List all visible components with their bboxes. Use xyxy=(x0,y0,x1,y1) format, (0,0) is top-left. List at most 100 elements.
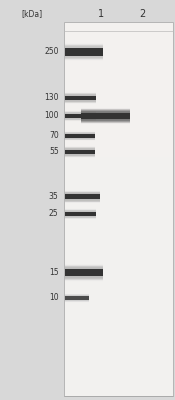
Bar xyxy=(65,44,103,60)
Bar xyxy=(65,134,94,138)
Bar xyxy=(65,208,96,220)
Text: 2: 2 xyxy=(139,9,146,19)
Bar xyxy=(65,111,96,121)
Bar xyxy=(65,193,100,200)
Bar xyxy=(65,267,103,279)
Bar xyxy=(65,45,103,59)
Text: 55: 55 xyxy=(49,148,59,156)
Bar xyxy=(65,212,96,216)
Bar xyxy=(65,46,103,58)
Bar xyxy=(65,296,89,300)
Bar xyxy=(65,212,96,216)
Bar xyxy=(65,134,94,138)
Bar xyxy=(65,269,103,276)
Bar xyxy=(65,194,100,199)
Bar xyxy=(65,146,94,158)
Bar xyxy=(65,294,89,302)
Bar xyxy=(65,147,94,157)
Bar xyxy=(65,148,94,156)
Bar xyxy=(65,94,96,102)
Bar xyxy=(65,150,94,154)
Text: 10: 10 xyxy=(49,294,59,302)
Bar xyxy=(65,194,100,200)
Text: 35: 35 xyxy=(49,192,59,201)
Bar xyxy=(80,112,130,120)
Bar xyxy=(65,296,89,300)
Bar xyxy=(80,110,130,122)
Bar xyxy=(65,149,94,155)
Text: 130: 130 xyxy=(44,94,59,102)
Bar xyxy=(65,95,96,101)
Bar xyxy=(65,269,103,276)
Text: [kDa]: [kDa] xyxy=(21,10,42,18)
Bar xyxy=(65,147,94,157)
Bar xyxy=(65,149,94,155)
Bar xyxy=(65,132,94,140)
Bar xyxy=(65,93,96,103)
Bar xyxy=(65,209,96,219)
Bar xyxy=(65,134,94,138)
Bar xyxy=(65,211,96,217)
Bar xyxy=(65,43,103,61)
Bar xyxy=(80,109,130,123)
Bar xyxy=(65,268,103,277)
Bar xyxy=(65,268,103,278)
Bar xyxy=(65,148,94,156)
Bar xyxy=(65,147,94,157)
Bar xyxy=(65,114,96,118)
Bar xyxy=(65,48,103,56)
Bar xyxy=(65,193,100,201)
Bar xyxy=(65,133,94,139)
Bar xyxy=(65,296,89,300)
Bar xyxy=(65,112,96,120)
Bar xyxy=(65,264,103,281)
Bar xyxy=(80,112,130,120)
Bar xyxy=(65,44,103,60)
Bar xyxy=(65,94,96,102)
Text: 25: 25 xyxy=(49,210,59,218)
Bar xyxy=(65,191,100,203)
Bar xyxy=(65,112,96,121)
Text: 1: 1 xyxy=(97,9,104,19)
Bar xyxy=(80,110,130,122)
Bar xyxy=(65,212,96,216)
Bar xyxy=(65,194,100,200)
Bar xyxy=(65,192,100,201)
Text: 15: 15 xyxy=(49,268,59,277)
Bar xyxy=(65,92,96,104)
Bar xyxy=(80,113,130,119)
Bar xyxy=(65,93,96,103)
Bar xyxy=(65,94,96,102)
Bar xyxy=(65,295,89,301)
Bar xyxy=(65,96,96,100)
Bar xyxy=(65,194,100,199)
Bar xyxy=(65,112,96,120)
Bar xyxy=(65,132,94,140)
Bar xyxy=(65,114,96,118)
Bar xyxy=(65,296,89,300)
Bar xyxy=(65,132,94,140)
Bar xyxy=(65,48,103,56)
Bar xyxy=(65,113,96,119)
Bar xyxy=(65,44,103,60)
Bar xyxy=(65,46,103,58)
Bar xyxy=(65,191,100,202)
Bar xyxy=(65,264,103,282)
Bar xyxy=(65,132,94,140)
Bar xyxy=(65,131,94,141)
Bar xyxy=(65,210,96,218)
Bar xyxy=(65,48,103,56)
Bar xyxy=(65,209,96,218)
Bar xyxy=(65,266,103,280)
Bar xyxy=(65,192,100,202)
Bar xyxy=(65,111,96,121)
Text: 70: 70 xyxy=(49,132,59,140)
Bar xyxy=(65,296,89,300)
Bar xyxy=(65,267,103,278)
Bar xyxy=(65,149,94,155)
Bar xyxy=(80,109,130,123)
Bar xyxy=(65,146,94,158)
Bar xyxy=(65,294,89,302)
Bar xyxy=(65,112,96,120)
Bar xyxy=(65,295,89,301)
